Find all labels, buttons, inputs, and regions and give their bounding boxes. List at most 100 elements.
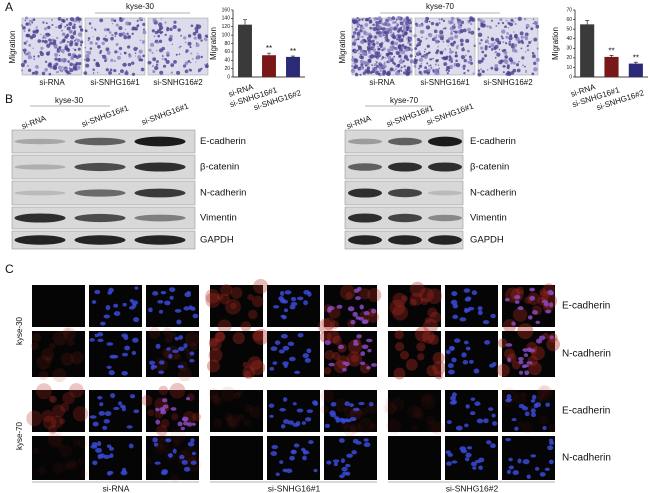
cell [67, 60, 70, 63]
red-signal [432, 361, 446, 375]
cell [24, 52, 28, 56]
nucleus [334, 416, 340, 420]
cell [367, 69, 371, 72]
cell [118, 26, 123, 31]
nucleus [490, 443, 496, 449]
cell [462, 64, 466, 68]
cell [147, 60, 152, 65]
cell [64, 26, 66, 28]
cell [479, 18, 483, 23]
red-signal [427, 307, 438, 318]
cell [176, 70, 181, 75]
nucleus [176, 319, 182, 325]
nucleus [547, 445, 554, 451]
cell [387, 48, 391, 52]
red-signal [205, 288, 220, 304]
cell [442, 56, 447, 61]
nucleus [148, 307, 153, 313]
nucleus [126, 425, 133, 429]
cell [428, 32, 433, 38]
cell [410, 48, 413, 52]
cell [477, 59, 482, 64]
cell [50, 24, 53, 26]
fluorescence-image [32, 390, 85, 432]
cell [409, 44, 411, 46]
red-signal [210, 394, 221, 404]
cell [124, 71, 129, 76]
cell [397, 35, 402, 39]
red-signal [421, 330, 435, 344]
cell [404, 31, 408, 35]
cell [373, 46, 375, 48]
red-signal [147, 409, 155, 417]
nucleus [354, 296, 361, 301]
cell [88, 22, 92, 25]
nucleus [450, 395, 456, 401]
nucleus [523, 353, 529, 357]
cell [442, 40, 445, 43]
band [388, 213, 422, 223]
protein-label: Vimentin [470, 213, 507, 224]
cell [360, 53, 362, 56]
cell [391, 16, 396, 21]
cell [467, 27, 471, 32]
nucleus [360, 361, 366, 366]
cell [425, 25, 431, 30]
cell [192, 31, 197, 36]
cell [356, 23, 360, 26]
cell [179, 45, 182, 48]
cell [153, 35, 156, 38]
cell [363, 27, 365, 30]
nucleus [363, 438, 369, 442]
cell [395, 68, 397, 70]
cell [200, 39, 203, 42]
cell [481, 50, 485, 54]
cell [51, 19, 53, 21]
cell [52, 64, 57, 70]
cell [61, 18, 65, 23]
nucleus [527, 315, 533, 320]
red-signal [370, 422, 377, 430]
cell [131, 72, 136, 76]
nucleus [160, 291, 167, 295]
red-signal [405, 358, 418, 371]
cell [178, 46, 181, 49]
nucleus [296, 408, 304, 413]
cell [368, 34, 373, 39]
group-label: si-SNHG16#1 [268, 483, 321, 493]
nucleus [482, 320, 490, 325]
cell [180, 34, 183, 37]
cell [466, 49, 470, 53]
nucleus [279, 460, 284, 464]
red-signal [230, 302, 237, 310]
nucleus [486, 440, 492, 445]
cell [114, 60, 116, 62]
cell [69, 62, 74, 67]
cell [44, 28, 47, 30]
nucleus [446, 461, 452, 466]
cell [517, 16, 522, 21]
cell [445, 69, 448, 72]
red-signal [47, 430, 64, 447]
cell [169, 27, 173, 32]
red-signal [324, 349, 335, 360]
nucleus [103, 454, 110, 459]
red-signal [230, 286, 243, 299]
cell [508, 57, 513, 62]
nucleus [522, 459, 530, 465]
band [428, 235, 462, 245]
red-signal [343, 424, 357, 437]
cell [185, 49, 189, 53]
cell [440, 36, 444, 41]
nucleus [269, 366, 275, 371]
nucleus [192, 313, 199, 319]
nucleus [167, 453, 173, 458]
cell [368, 58, 372, 62]
error-bar [633, 61, 638, 64]
cell [354, 64, 359, 69]
nucleus [488, 407, 494, 412]
red-signal [407, 404, 421, 419]
cell [65, 69, 69, 73]
cell [453, 23, 456, 26]
nucleus [508, 457, 513, 462]
